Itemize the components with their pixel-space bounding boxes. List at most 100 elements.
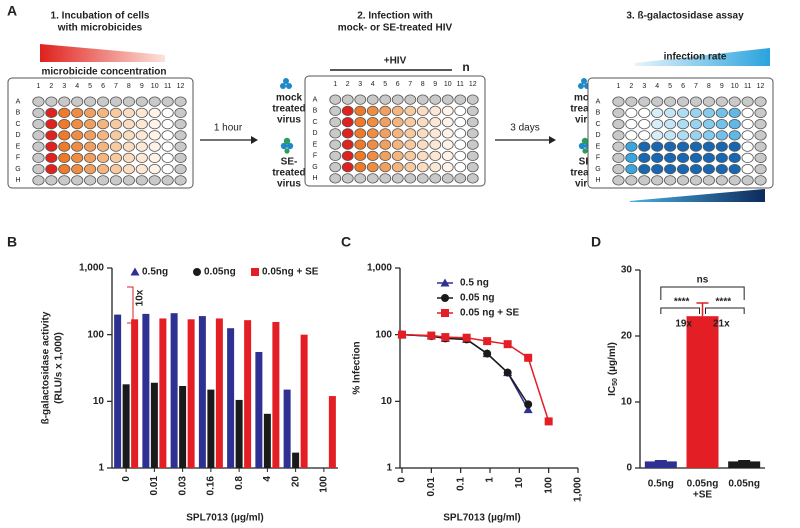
bar [300, 334, 308, 468]
well [625, 152, 638, 163]
well [416, 161, 429, 173]
fold-bracket [127, 286, 134, 324]
x-tick-label: 0.5ng [648, 479, 674, 490]
well [58, 141, 71, 152]
legend-label: 0.05 ng + SE [460, 308, 520, 319]
x-tick-label: 0 [397, 477, 408, 483]
well [391, 128, 404, 139]
well [625, 107, 638, 119]
plate-col-label: 4 [75, 83, 79, 90]
x-axis-label: SPL7013 (µg/ml) [443, 513, 520, 524]
plate-row-label: G [595, 166, 600, 173]
well [638, 175, 651, 186]
well [638, 130, 651, 141]
well [391, 105, 404, 117]
well [612, 96, 625, 107]
gradient-label: microbicide concentration [41, 67, 166, 78]
well [148, 119, 161, 130]
well [702, 130, 715, 141]
well [754, 96, 767, 107]
plate-col-label: 10 [151, 83, 159, 90]
y-tick-label: 100 [375, 329, 392, 340]
virus-label: treated [272, 168, 305, 179]
bar [263, 413, 271, 468]
x-tick-label: 1,000 [573, 477, 584, 502]
well [689, 141, 703, 152]
x-tick-label: 100 [319, 476, 330, 493]
well [109, 163, 123, 175]
well [466, 173, 479, 184]
well [404, 128, 417, 139]
well [379, 150, 392, 161]
plate-row-label: A [16, 98, 21, 105]
data-point [427, 331, 436, 340]
plate-col-label: 12 [177, 83, 185, 90]
well [84, 130, 97, 141]
plate-col-label: 12 [757, 83, 765, 90]
well [625, 175, 638, 186]
well [161, 141, 174, 152]
well [122, 107, 135, 119]
plate-col-label: 6 [101, 83, 105, 90]
y-tick-label: 10 [93, 396, 105, 407]
well [429, 150, 442, 161]
well [728, 107, 741, 119]
well [689, 175, 703, 186]
well [715, 163, 728, 175]
virus-label: treated [272, 104, 305, 115]
well [71, 119, 84, 130]
well [664, 107, 677, 119]
well [441, 94, 454, 105]
well [404, 105, 417, 117]
well [664, 152, 677, 163]
well [612, 130, 625, 141]
well [96, 141, 110, 152]
annotation: 10x [135, 289, 146, 306]
well [45, 141, 58, 152]
well [135, 152, 148, 163]
well [45, 152, 58, 163]
well [689, 96, 703, 107]
well [429, 105, 442, 117]
data-point [398, 330, 406, 339]
plate-col-label: 3 [642, 83, 646, 90]
bar [235, 399, 243, 468]
well [161, 163, 174, 175]
well [612, 152, 625, 163]
well [161, 152, 174, 163]
well [754, 107, 767, 119]
well [329, 128, 342, 139]
well [366, 94, 379, 105]
plate-row-label: D [312, 130, 317, 137]
y-tick-label: 1 [98, 463, 104, 474]
well [148, 130, 161, 141]
well [429, 117, 442, 128]
well [441, 117, 454, 128]
well [754, 163, 767, 175]
well [71, 163, 84, 175]
arrow-head [251, 136, 258, 144]
well [354, 128, 367, 139]
well [109, 130, 123, 141]
plate-col-label: 4 [655, 83, 659, 90]
bar [187, 319, 195, 468]
bar [207, 389, 215, 468]
well [45, 163, 58, 175]
plate-col-label: 2 [49, 83, 53, 90]
well [664, 175, 677, 186]
annotation: **** [716, 297, 732, 308]
plate-col-label: 2 [629, 83, 633, 90]
legend-label: 0.05ng + SE [262, 267, 319, 278]
well [109, 107, 123, 119]
well [366, 105, 379, 117]
well [466, 117, 479, 128]
well [341, 117, 354, 128]
x-tick-label: 0.01 [149, 476, 160, 496]
well [676, 141, 690, 152]
virus-label: virus [277, 115, 301, 126]
well [341, 105, 354, 117]
plate-col-label: 2 [346, 81, 350, 88]
bar [142, 313, 150, 468]
hiv-label: +HIV [384, 56, 407, 67]
well [651, 130, 664, 141]
